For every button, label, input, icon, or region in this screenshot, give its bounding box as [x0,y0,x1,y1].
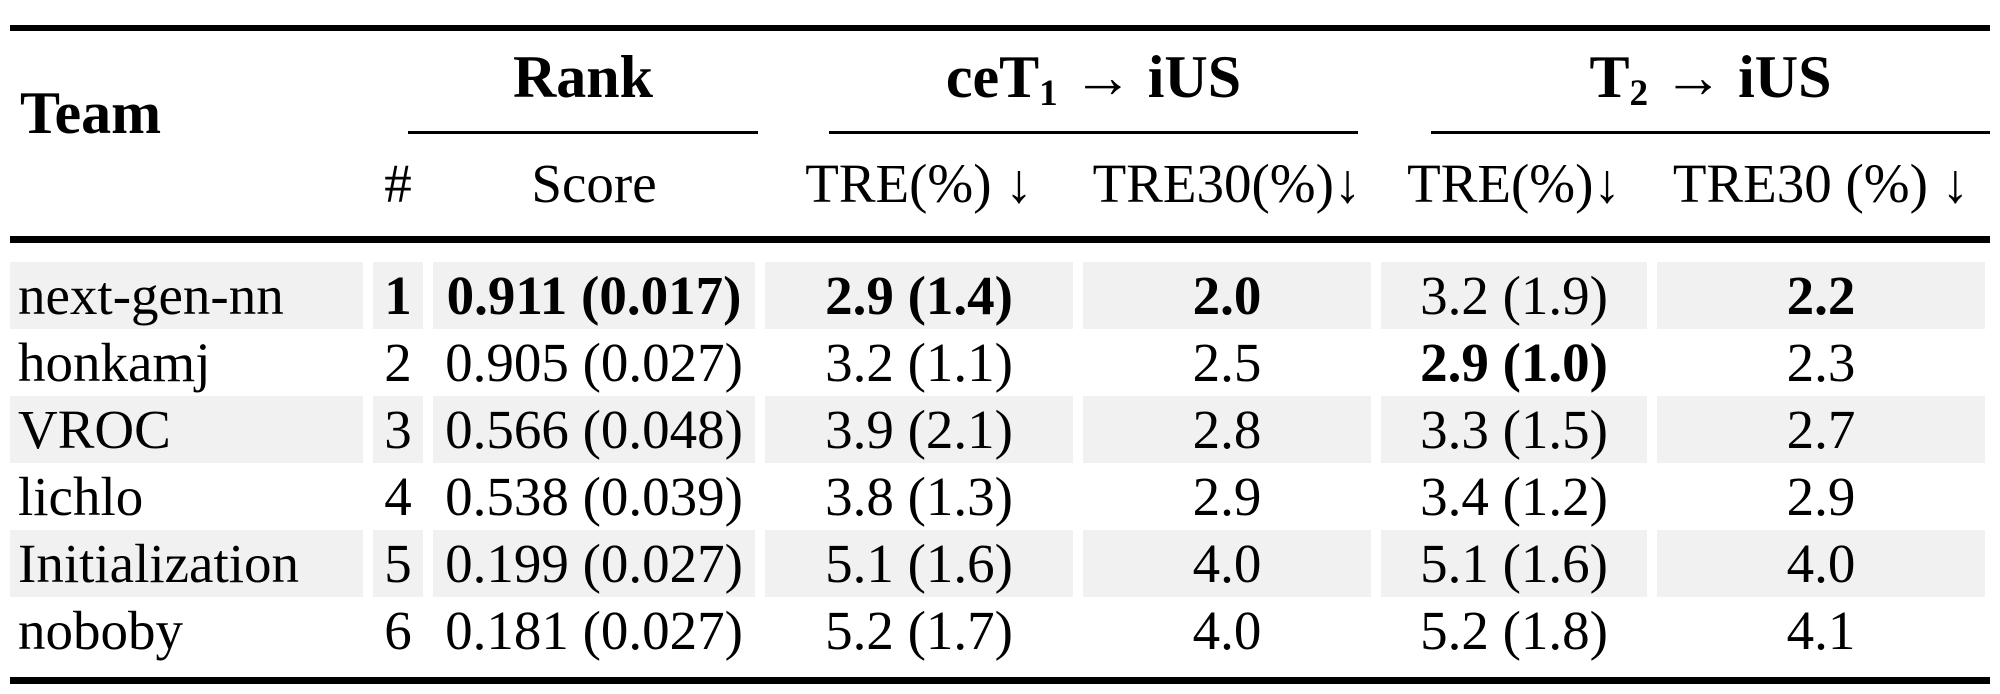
cell-score: 0.905 (0.027) [445,332,743,393]
cell-cet1-tre: 3.9 (2.1) [760,396,1078,463]
cell-t2-tre30: 2.7 [1652,396,1990,463]
cell-cet1-tre: 2.9 (1.4) [760,243,1078,329]
cell-rank: 3 [368,396,428,463]
cell-rank: 1 [368,243,428,329]
table-row: lichlo 4 0.538 (0.039) 3.8 (1.3) 2.9 3.4… [10,463,1990,530]
cell-cet1-tre30: 4.0 [1192,600,1262,661]
cell-score: 0.566 (0.048) [428,396,760,463]
column-header-cet1-tre: TRE(%) ↓ [760,134,1079,243]
cell-t2-tre: 5.2 (1.8) [1420,600,1608,661]
cell-team: Initialization [10,530,368,597]
cell-team: noboby [18,600,183,661]
cell-t2-tre30: 4.1 [1786,600,1856,661]
cell-rank: 4 [384,466,412,527]
cell-rank: 5 [368,530,428,597]
cell-t2-tre30: 2.9 [1786,466,1856,527]
cell-team: next-gen-nn [10,243,368,329]
cell-t2-tre30: 2.3 [1786,332,1856,393]
group-label-cet1-to-ius: ceT1 → iUS [945,44,1242,115]
cell-cet1-tre30: 2.0 [1078,243,1376,329]
group-label-t2-to-ius: T2 → iUS [1589,44,1832,115]
cell-t2-tre: 3.2 (1.9) [1376,243,1652,329]
table-row: honkamj 2 0.905 (0.027) 3.2 (1.1) 2.5 2.… [10,329,1990,396]
cell-rank: 6 [384,600,412,661]
cell-cet1-tre: 5.2 (1.7) [825,600,1013,661]
rank-group-rule [408,131,759,134]
table-row: VROC 3 0.566 (0.048) 3.9 (2.1) 2.8 3.3 (… [10,396,1990,463]
column-header-rank-number: # [368,134,428,243]
group-header-rank: Rank [368,31,760,134]
cell-team: VROC [10,396,368,463]
group-header-cet1-to-ius: ceT1 → iUS [760,31,1376,134]
cell-team: honkamj [18,332,211,393]
cell-t2-tre: 3.3 (1.5) [1376,396,1652,463]
cell-score: 0.181 (0.027) [445,600,743,661]
table-row: noboby 6 0.181 (0.027) 5.2 (1.7) 4.0 5.2… [10,597,1990,677]
cell-t2-tre: 3.4 (1.2) [1420,466,1608,527]
cet1-group-rule [829,131,1359,134]
column-header-score: Score [428,134,761,243]
cell-score: 0.199 (0.027) [428,530,760,597]
column-header-team: Team [10,31,368,243]
cell-team: lichlo [18,466,144,527]
column-header-t2-tre: TRE(%)↓ [1376,134,1653,243]
cell-t2-tre: 2.9 (1.0) [1420,332,1608,393]
group-header-t2-to-ius: T2 → iUS [1376,31,1991,134]
cell-rank: 2 [384,332,412,393]
subcolumn-header-row: # Score TRE(%) ↓ TRE30(%)↓ TRE(%)↓ TRE30… [10,134,1991,243]
cell-cet1-tre30: 2.8 [1078,396,1376,463]
cell-cet1-tre30: 4.0 [1078,530,1376,597]
cell-t2-tre: 5.1 (1.6) [1376,530,1652,597]
cell-score: 0.538 (0.039) [445,466,743,527]
group-label-rank: Rank [512,44,654,110]
t2-group-rule [1431,131,1991,134]
cell-cet1-tre30: 2.9 [1192,466,1262,527]
team-header-label: Team [20,80,162,146]
cell-t2-tre30: 2.2 [1652,243,1990,329]
cell-cet1-tre: 3.8 (1.3) [825,466,1013,527]
cell-cet1-tre30: 2.5 [1192,332,1262,393]
cell-t2-tre30: 4.0 [1652,530,1990,597]
cell-cet1-tre: 5.1 (1.6) [760,530,1078,597]
table-row: next-gen-nn 1 0.911 (0.017) 2.9 (1.4) 2.… [10,243,1990,329]
table-body: next-gen-nn 1 0.911 (0.017) 2.9 (1.4) 2.… [10,243,1990,677]
column-header-cet1-tre30: TRE30(%)↓ [1078,134,1377,243]
group-header-row: Team Rank ceT1 → iUS T2 → iUS [10,31,1991,243]
table-header: Team Rank ceT1 → iUS T2 → iUS [10,31,1991,243]
results-table: Team Rank ceT1 → iUS T2 → iUS [10,25,1991,684]
cell-score: 0.911 (0.017) [428,243,760,329]
column-header-t2-tre30: TRE30 (%) ↓ [1652,134,1991,243]
table-row: Initialization 5 0.199 (0.027) 5.1 (1.6)… [10,530,1990,597]
cell-cet1-tre: 3.2 (1.1) [825,332,1013,393]
